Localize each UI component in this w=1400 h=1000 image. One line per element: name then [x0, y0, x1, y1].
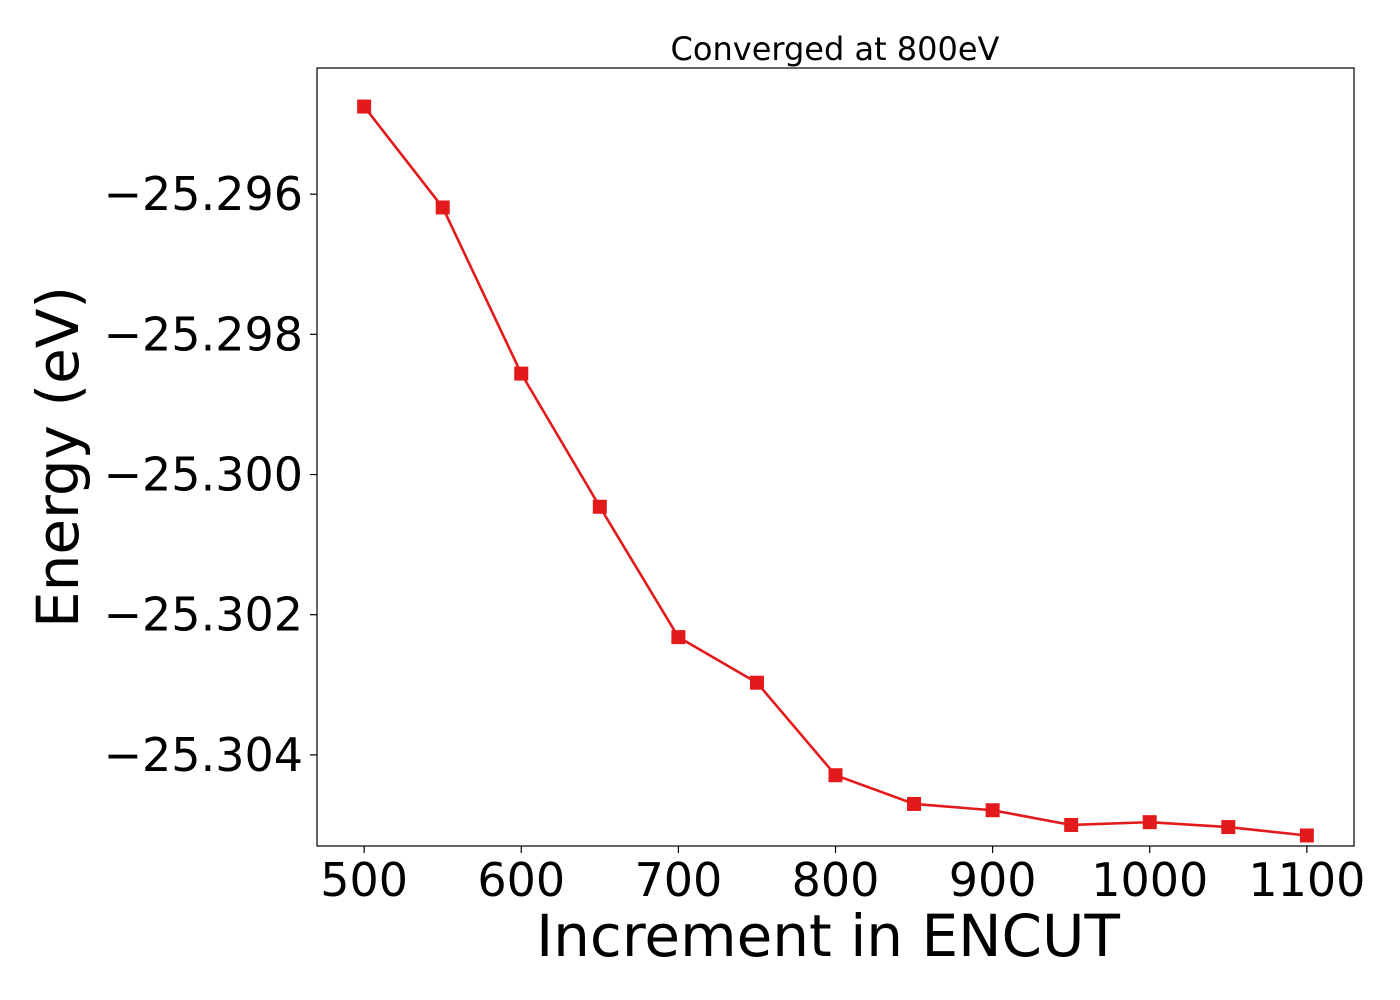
x-tick-label: 900 — [949, 853, 1037, 907]
data-point — [1299, 828, 1314, 843]
y-tick-label: −25.300 — [104, 448, 304, 502]
x-tick-label: 700 — [634, 853, 722, 907]
plot-area — [357, 99, 1314, 843]
y-axis-label: Energy (eV) — [24, 286, 92, 628]
data-point — [357, 99, 372, 114]
x-tick-label: 600 — [477, 853, 565, 907]
data-point — [749, 675, 764, 690]
data-point — [907, 796, 922, 811]
y-tick-label: −25.304 — [104, 728, 304, 782]
x-tick-label: 1000 — [1091, 853, 1208, 907]
x-tick-label: 500 — [320, 853, 408, 907]
y-tick-label: −25.296 — [104, 167, 304, 221]
data-point — [1221, 820, 1236, 835]
x-tick-label: 800 — [792, 853, 880, 907]
x-tick-label: 1100 — [1248, 853, 1365, 907]
data-point — [1142, 815, 1157, 830]
x-axis-label: Increment in ENCUT — [536, 902, 1120, 970]
plot-frame — [316, 67, 1355, 847]
data-point — [1064, 817, 1079, 832]
axes-ticks: 500 600 700 800 900 1000 1100 −25.296 −25.298 −25… — [104, 167, 1366, 907]
data-point — [514, 366, 529, 381]
y-tick-label: −25.302 — [104, 588, 304, 642]
y-tick-label: −25.298 — [104, 307, 304, 361]
data-point — [985, 803, 1000, 818]
series-line — [363, 105, 1307, 837]
data-point — [435, 200, 450, 215]
data-point — [592, 499, 607, 514]
data-point — [828, 768, 843, 783]
data-point — [671, 630, 686, 645]
chart-title: Converged at 800eV — [671, 30, 1000, 68]
